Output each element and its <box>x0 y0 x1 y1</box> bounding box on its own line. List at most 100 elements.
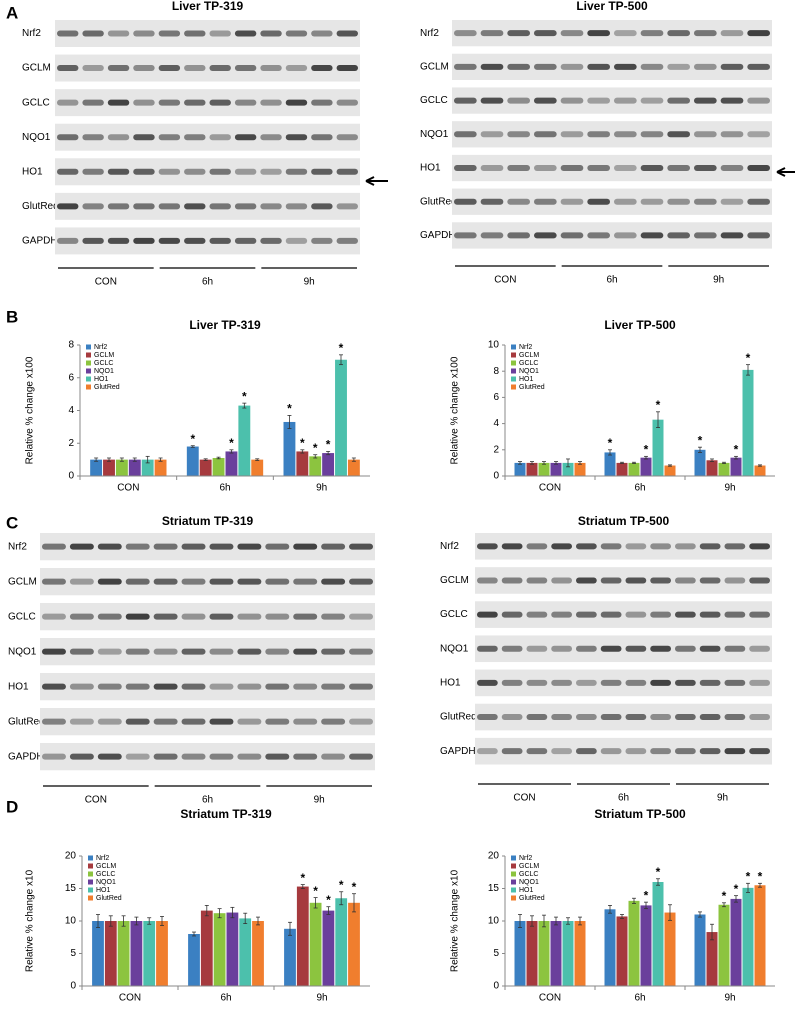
blot-band <box>724 645 746 652</box>
arrow <box>365 176 388 186</box>
bar <box>742 369 754 476</box>
blot-band <box>534 131 557 138</box>
legend-label: GCLM <box>96 863 116 870</box>
bar <box>322 453 335 476</box>
legend-label: HO1 <box>96 887 111 894</box>
blot-band <box>209 648 234 655</box>
blot-band <box>42 578 66 585</box>
blot-band <box>600 543 622 550</box>
y-tick-label: 15 <box>488 883 500 894</box>
bar <box>526 921 538 986</box>
error-bar <box>668 464 672 467</box>
blot-row-label: Nrf2 <box>22 28 41 39</box>
blot-band <box>82 203 104 210</box>
blot-strip <box>475 635 772 663</box>
legend-label: Nrf2 <box>519 855 532 862</box>
bar <box>186 446 199 476</box>
blot-panel: Liver TP-319 Nrf2 GCLM GCLC NQO1 HO1 GlutRed GA… <box>22 0 360 288</box>
blot-band <box>480 63 504 70</box>
blot-band <box>675 543 696 550</box>
blot-band <box>749 714 770 721</box>
blot-band <box>501 577 523 584</box>
blot-panel: Striatum TP-319 Nrf2 GCLM GCLC NQO1 HO1 GlutRe… <box>8 514 375 806</box>
blot-band <box>237 543 262 550</box>
blot-band <box>181 578 206 585</box>
blot-band <box>184 203 206 210</box>
bar <box>694 914 706 986</box>
blot-band <box>125 543 150 550</box>
blot-band <box>311 134 333 141</box>
error-bar <box>656 411 660 428</box>
blot-band <box>42 613 66 620</box>
blot-row-label: GCLC <box>440 609 468 620</box>
bar <box>706 932 718 986</box>
blot-row-label: NQO1 <box>440 643 469 654</box>
blot-band <box>576 645 597 652</box>
significance-mark: * <box>734 882 739 896</box>
error-bar <box>204 905 209 917</box>
blot-band <box>454 30 477 37</box>
legend-label: GCLM <box>94 352 114 359</box>
blot-strip <box>452 53 772 81</box>
error-bar <box>530 915 534 927</box>
blot-band <box>724 611 746 618</box>
legend-swatch <box>86 368 91 374</box>
significance-mark: * <box>746 351 751 365</box>
blot-band <box>454 97 477 104</box>
blot-band <box>153 683 178 690</box>
blot-band <box>675 748 696 755</box>
blot-band <box>82 65 104 72</box>
blot-band <box>501 748 523 755</box>
blot-band <box>477 679 498 686</box>
bar <box>103 459 115 476</box>
error-bar <box>230 906 235 919</box>
blot-band <box>57 99 79 106</box>
error-bar <box>313 454 318 459</box>
blot-band <box>747 165 770 172</box>
blot-band <box>184 237 206 244</box>
blot-strip <box>55 227 360 255</box>
blot-band <box>336 237 358 244</box>
error-bar <box>145 455 150 464</box>
bar <box>296 451 309 476</box>
blot-band <box>265 578 290 585</box>
panel-label: C <box>6 513 18 532</box>
blot-band <box>501 679 523 686</box>
blot-band <box>82 99 104 106</box>
blot-band <box>57 168 79 175</box>
legend-label: Nrf2 <box>94 344 107 351</box>
error-bar <box>300 884 305 889</box>
blot-band <box>260 30 282 37</box>
error-bar <box>566 458 570 468</box>
blot-band <box>625 748 647 755</box>
blot-band <box>181 683 206 690</box>
blot-band <box>321 648 346 655</box>
blot-band <box>507 30 530 37</box>
blot-band <box>747 97 770 104</box>
bar <box>225 451 238 476</box>
legend-swatch <box>86 376 91 382</box>
blot-band <box>107 168 130 175</box>
blot-band <box>650 645 671 652</box>
group-label: 9h <box>717 793 728 804</box>
blot-band <box>720 198 744 205</box>
blot-band <box>625 645 647 652</box>
blot-band <box>237 753 262 760</box>
bar <box>335 898 348 986</box>
y-axis-label: Relative % change x100 <box>450 356 461 464</box>
legend-label: NQO1 <box>519 368 539 375</box>
group-label: 9h <box>304 277 315 288</box>
blot-band <box>69 578 94 585</box>
blot-band <box>480 131 504 138</box>
arrow <box>776 167 795 177</box>
bar <box>574 462 586 476</box>
blot-band <box>107 65 130 72</box>
blot-band <box>209 613 234 620</box>
blot-band <box>560 63 584 70</box>
blot-band <box>614 131 637 138</box>
blot-band <box>209 99 231 106</box>
blot-band <box>158 168 181 175</box>
blot-strip <box>55 192 360 220</box>
blot-row-label: NQO1 <box>8 646 37 657</box>
bar <box>239 918 252 986</box>
